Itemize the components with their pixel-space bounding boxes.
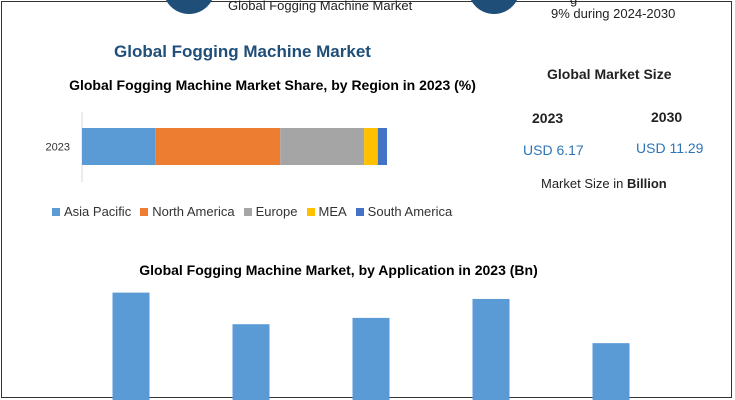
legend-swatch <box>52 207 60 216</box>
value-2023: USD 6.17 <box>523 142 584 158</box>
legend-item-north-america: North America <box>140 204 235 219</box>
legend-item-europe: Europe <box>243 204 298 219</box>
region-bar-mea <box>364 128 378 165</box>
legend-label: MEA <box>318 204 347 219</box>
region-chart-title: Global Fogging Machine Market Share, by … <box>69 77 476 93</box>
market-size-heading: Global Market Size <box>547 66 672 82</box>
application-chart-title: Global Fogging Machine Market, by Applic… <box>139 262 538 278</box>
region-bar-asia-pacific <box>82 128 156 165</box>
page-title: Global Fogging Machine Market <box>114 42 371 61</box>
region-category-label: 2023 <box>46 142 70 154</box>
decorative-circle-left <box>163 0 215 14</box>
market-size-note: Market Size in Billion <box>541 176 667 191</box>
region-legend: Asia Pacific North America Europe MEA South … <box>52 204 452 219</box>
legend-item-mea: MEA <box>306 204 347 219</box>
header-right-text: 9% during 2024-2030 <box>551 6 676 21</box>
legend-item-south-america: South America <box>355 204 453 219</box>
value-2030: USD 11.29 <box>636 140 704 156</box>
legend-label: North America <box>152 204 235 219</box>
year-2023-label: 2023 <box>532 110 564 126</box>
legend-swatch <box>140 207 149 216</box>
legend-item-asia-pacific: Asia Pacific <box>52 204 131 219</box>
application-bar-2 <box>232 324 270 400</box>
legend-swatch <box>355 207 364 216</box>
legend-swatch <box>243 207 252 216</box>
market-size-note-prefix: Market Size in <box>541 176 627 191</box>
region-bar-north-america <box>155 128 281 165</box>
region-bar-south-america <box>377 128 387 165</box>
legend-swatch <box>306 207 315 216</box>
year-2030-label: 2030 <box>651 109 683 125</box>
application-bar-3 <box>352 317 390 400</box>
application-bar-5 <box>592 343 630 400</box>
application-bar-1 <box>112 292 150 400</box>
application-bar-4 <box>472 298 510 400</box>
region-bar-europe <box>280 128 365 165</box>
decorative-circle-right <box>468 0 520 14</box>
legend-label: South America <box>367 204 453 219</box>
legend-label: Europe <box>255 204 298 219</box>
market-size-note-unit: Billion <box>626 176 667 191</box>
header-right-text-top: g <box>570 0 577 7</box>
header-left-text: Global Fogging Machine Market <box>228 0 413 13</box>
legend-label: Asia Pacific <box>64 204 132 219</box>
